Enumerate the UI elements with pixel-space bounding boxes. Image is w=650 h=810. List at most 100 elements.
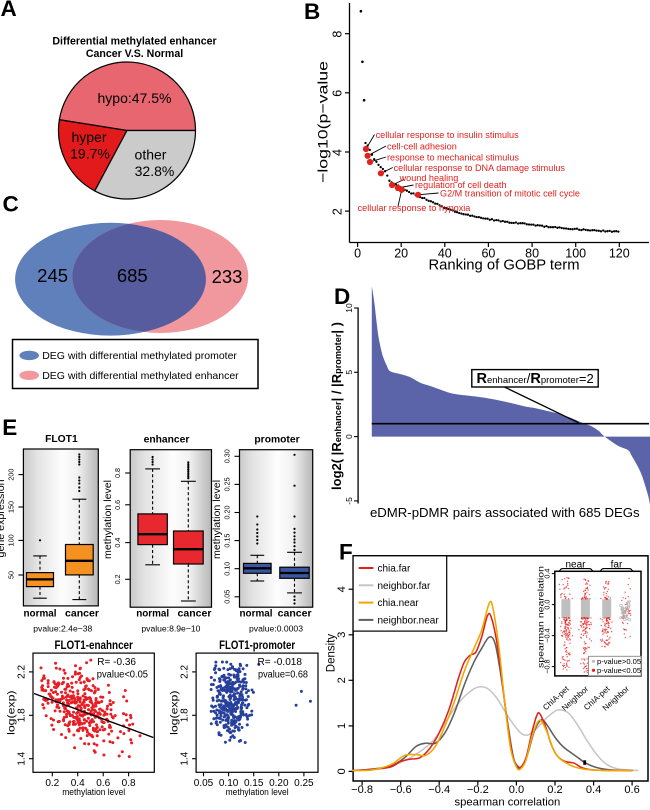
svg-text:Renhancer/Rpromoter=2: Renhancer/Rpromoter=2 — [477, 371, 594, 387]
svg-text:Differential methylated enhanc: Differential methylated enhancer — [52, 36, 216, 48]
svg-text:normal: normal — [136, 608, 169, 619]
svg-text:0.10: 0.10 — [223, 562, 232, 576]
svg-text:methylation level: methylation level — [62, 787, 125, 797]
svg-text:cellular response to hypoxia: cellular response to hypoxia — [358, 203, 472, 213]
svg-text:0: 0 — [336, 768, 348, 774]
svg-text:2: 2 — [336, 677, 348, 683]
svg-text:neighbor.far: neighbor.far — [378, 581, 431, 592]
svg-text:32.8%: 32.8% — [135, 163, 175, 179]
svg-text:5: 5 — [344, 370, 354, 375]
svg-text:60: 60 — [481, 247, 495, 261]
svg-text:FLOT1: FLOT1 — [45, 434, 78, 445]
svg-text:0.6: 0.6 — [113, 500, 122, 510]
svg-text:0.6: 0.6 — [624, 784, 639, 796]
svg-text:cellular response to insulin s: cellular response to insulin stimulus — [376, 130, 519, 140]
svg-text:0.2: 0.2 — [547, 784, 562, 796]
svg-text:normal: normal — [24, 608, 57, 619]
svg-text:−0.2: −0.2 — [467, 784, 489, 796]
svg-text:B: B — [304, 0, 320, 24]
svg-text:233: 233 — [212, 266, 243, 287]
svg-text:50: 50 — [6, 571, 15, 579]
svg-text:19.7%: 19.7% — [70, 146, 110, 162]
svg-text:cancer: cancer — [178, 608, 212, 619]
svg-text:40: 40 — [438, 247, 452, 261]
svg-text:Ranking of GOBP term: Ranking of GOBP term — [428, 258, 579, 274]
svg-text:cell-cell adhesion: cell-cell adhesion — [387, 142, 457, 152]
svg-text:0.20: 0.20 — [223, 506, 232, 520]
svg-text:1: 1 — [336, 723, 348, 729]
svg-text:cancer: cancer — [278, 608, 312, 619]
svg-text:−log10(p−value: −log10(p−value — [315, 61, 331, 183]
svg-text:0: 0 — [344, 434, 354, 439]
svg-text:100: 100 — [6, 534, 15, 546]
svg-text:cancer: cancer — [65, 608, 99, 619]
svg-text:Cancer V.S. Normal: Cancer V.S. Normal — [86, 48, 183, 60]
svg-text:spearman nearelation: spearman nearelation — [536, 565, 545, 668]
svg-text:245: 245 — [37, 265, 68, 286]
svg-text:near: near — [565, 560, 586, 571]
svg-text:0.20: 0.20 — [269, 778, 289, 789]
svg-text:far: far — [611, 560, 623, 571]
svg-text:1.8: 1.8 — [17, 708, 28, 722]
svg-text:0.4: 0.4 — [113, 538, 122, 548]
svg-text:p-value<0.05: p-value<0.05 — [597, 666, 641, 675]
svg-text:pvalue:8.9e−10: pvalue:8.9e−10 — [141, 624, 200, 634]
svg-text:−0.4: −0.4 — [428, 784, 450, 796]
svg-text:0.0: 0.0 — [509, 784, 524, 796]
svg-text:2.2: 2.2 — [180, 665, 191, 679]
svg-text:neighbor.near: neighbor.near — [378, 615, 440, 626]
svg-text:0.15: 0.15 — [223, 534, 232, 548]
svg-text:0.25: 0.25 — [223, 477, 232, 491]
svg-text:response to mechanical stimulu: response to mechanical stimulus — [387, 152, 519, 162]
svg-text:regulation of cell death: regulation of cell death — [415, 180, 507, 190]
svg-text:log(exp): log(exp) — [7, 691, 18, 735]
svg-text:DEG with differential methylat: DEG with differential methylated promote… — [42, 350, 237, 362]
svg-text:3: 3 — [336, 632, 348, 638]
svg-text:methylation level: methylation level — [212, 480, 223, 559]
svg-text:0.2: 0.2 — [45, 778, 59, 789]
svg-text:E: E — [2, 415, 17, 440]
svg-text:6: 6 — [330, 90, 344, 97]
svg-text:4: 4 — [331, 149, 345, 156]
svg-text:FLOT1-enahncer: FLOT1-enahncer — [55, 640, 134, 652]
svg-text:chia.far: chia.far — [378, 564, 411, 575]
svg-text:0.8: 0.8 — [113, 468, 122, 478]
svg-text:R= -0.36: R= -0.36 — [97, 657, 136, 668]
svg-text:hyper: hyper — [71, 129, 106, 145]
svg-text:8: 8 — [331, 31, 345, 38]
svg-text:0: 0 — [354, 247, 361, 261]
svg-text:0.05: 0.05 — [223, 590, 232, 604]
svg-text:685: 685 — [117, 265, 148, 286]
svg-text:0.25: 0.25 — [294, 778, 314, 789]
svg-text:eDMR-pDMR pairs associated wit: eDMR-pDMR pairs associated with 685 DEGs — [370, 505, 640, 520]
svg-text:1.4: 1.4 — [17, 751, 28, 765]
svg-text:p-value>0.05: p-value>0.05 — [597, 657, 641, 666]
svg-text:150: 150 — [6, 501, 15, 513]
svg-text:gene expression: gene expression — [0, 479, 7, 557]
svg-text:1.8: 1.8 — [180, 708, 191, 722]
svg-text:0.4: 0.4 — [542, 569, 551, 579]
svg-text:cellular response to DNA damag: cellular response to DNA damage stimulus — [394, 163, 566, 173]
svg-text:FLOT1-promoter: FLOT1-promoter — [219, 640, 295, 652]
svg-text:pvalue<0.05: pvalue<0.05 — [97, 670, 149, 681]
svg-text:pvalue:2.4e−38: pvalue:2.4e−38 — [33, 624, 92, 634]
svg-text:2.2: 2.2 — [17, 665, 28, 679]
svg-text:4: 4 — [336, 586, 348, 592]
svg-text:DEG with differential methylat: DEG with differential methylated enhance… — [42, 370, 239, 382]
svg-text:other: other — [135, 147, 167, 163]
svg-text:−0.4: −0.4 — [542, 628, 551, 642]
svg-text:pvalue=0.68: pvalue=0.68 — [258, 670, 308, 681]
svg-text:G2/M transition of mitotic cel: G2/M transition of mitotic cell cycle — [440, 188, 580, 198]
svg-text:D: D — [334, 284, 350, 309]
svg-text:0.0: 0.0 — [542, 600, 551, 610]
svg-text:0.4: 0.4 — [71, 778, 85, 789]
svg-text:0.30: 0.30 — [223, 449, 232, 463]
svg-text:methylation level: methylation level — [103, 480, 114, 559]
svg-text:R= -0.018: R= -0.018 — [258, 657, 303, 668]
svg-text:Density: Density — [326, 634, 338, 673]
svg-text:2: 2 — [331, 208, 345, 215]
svg-text:0.10: 0.10 — [219, 778, 239, 789]
svg-text:120: 120 — [609, 247, 630, 261]
svg-text:0.4: 0.4 — [586, 784, 601, 796]
svg-text:log(exp): log(exp) — [170, 691, 181, 735]
